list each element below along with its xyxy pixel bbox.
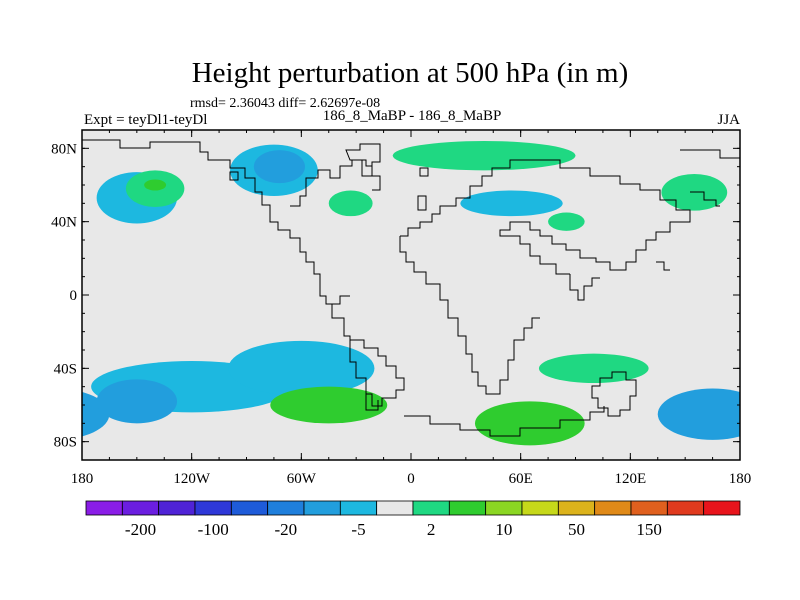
colorbar-label: 10 [495,520,512,539]
colorbar-swatch [194,500,232,516]
x-tick-label: 60E [509,471,533,487]
anomaly-arctic-eurasia [392,141,576,171]
right-label: JJA [717,112,740,128]
y-tick-label: 80N [51,141,77,157]
coast-europe [400,159,530,237]
x-tick-label: 60W [287,471,317,487]
y-axis: 80N 40N 0 40S 80S [51,129,740,461]
colorbar-swatch [666,500,705,516]
anomaly-field [82,141,740,446]
coast-kamchatka [690,191,720,207]
colorbar-swatch [630,500,668,516]
colorbar: -200 -100 -20 -5 2 10 50 150 [85,500,741,539]
coast-asia [499,159,691,275]
anomaly-south-atlantic [270,386,388,424]
anomaly-north-pacific-west-low [144,179,167,191]
coast-uk [417,195,427,211]
colorbar-swatch [485,500,523,516]
coast-arctic-islands [229,171,239,181]
coast-japan [656,261,670,271]
center-label: 186_8_MaBP - 186_8_MaBP [323,108,502,124]
coast-antarctica [404,406,605,437]
x-tick-label: 0 [407,471,415,487]
anomaly-south-indian [474,401,585,446]
coast-patagonia [365,394,379,411]
x-axis: 180 120W 60W 0 60E 120E 180 [71,130,752,487]
colorbar-swatch [158,500,196,516]
y-tick-label: 80S [54,435,77,451]
coast-svalbard [419,167,429,177]
colorbar-swatch [85,500,123,516]
colorbar-label: -100 [198,520,229,539]
x-tick-label: 180 [729,471,752,487]
anomaly-south-america-east [228,340,375,396]
colorbar-label: 2 [427,520,436,539]
anomaly-north-atlantic-east [328,190,373,217]
colorbar-swatch [557,500,596,516]
colorbar-swatch [594,500,632,516]
coast-australia [591,371,637,417]
x-tick-label: 120E [614,471,646,487]
chart-title: Height perturbation at 500 hPa (in m) [192,57,629,89]
colorbar-swatch [376,500,414,516]
anomaly-south-indian-east [538,353,649,384]
colorbar-label: -20 [274,520,297,539]
coast-india [569,274,600,301]
colorbar-label: 50 [568,520,585,539]
colorbar-swatch [339,500,378,516]
colorbar-label: 150 [636,520,662,539]
y-tick-label: 40S [54,361,77,377]
anomaly-south-pacific-west [96,379,178,424]
anomaly-north-america-core [253,150,305,184]
x-tick-label: 120W [173,471,211,487]
colorbar-label: -5 [351,520,365,539]
left-label: Expt = teyDl1-teyDl [84,112,207,128]
anomaly-south-pacific-east [657,388,740,440]
x-tick-label: 180 [71,471,94,487]
colorbar-swatch [230,500,269,516]
y-tick-label: 40N [51,215,77,231]
colorbar-swatch [267,500,305,516]
colorbar-swatch [412,500,450,516]
anomaly-south-pacific-east-wrap [82,391,110,437]
anomaly-central-asia [548,212,585,231]
coast-north-america [82,139,350,305]
coastlines [82,139,740,437]
colorbar-swatch [521,500,559,516]
anomaly-west-asia [460,190,563,217]
colorbar-label: -200 [125,520,156,539]
coast-africa [399,236,540,395]
colorbar-swatch [121,500,160,516]
coast-south-america [326,303,405,407]
y-tick-label: 0 [70,288,78,304]
colorbar-swatch [448,500,487,516]
colorbar-swatch [303,500,341,516]
colorbar-swatch [703,500,741,516]
coast-greenland [345,143,381,177]
stats-line: rmsd= 2.36043 diff= 2.62697e-08 [190,96,380,111]
coast-asia-north [680,149,740,159]
